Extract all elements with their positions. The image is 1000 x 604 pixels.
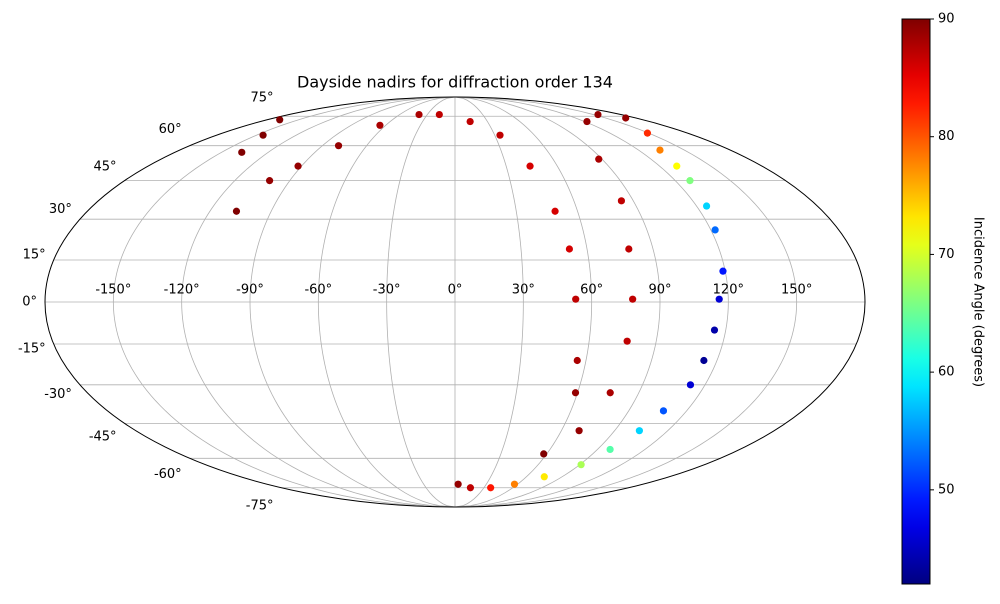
- data-point: [496, 131, 504, 139]
- y-tick-label: 75°: [250, 90, 273, 105]
- data-point: [551, 207, 559, 215]
- data-point: [466, 117, 474, 126]
- data-point: [577, 461, 585, 469]
- data-point: [629, 295, 637, 303]
- x-tick-label: 30°: [512, 283, 535, 298]
- y-tick-label: 45°: [94, 160, 117, 175]
- colorbar-tick-label: 60: [938, 365, 955, 380]
- y-tick-label: -45°: [89, 429, 117, 444]
- x-tick-label: -150°: [95, 283, 131, 298]
- data-point: [686, 381, 695, 389]
- data-point: [232, 207, 241, 215]
- data-point: [594, 110, 602, 119]
- data-point: [238, 148, 246, 156]
- x-tick-label: 0°: [448, 283, 463, 298]
- data-point: [700, 356, 708, 365]
- x-tick-label: 60°: [580, 283, 603, 298]
- x-tick-label: -30°: [373, 283, 401, 298]
- data-point: [643, 129, 652, 137]
- x-tick-label: -120°: [164, 283, 200, 298]
- colorbar-tick-label: 80: [938, 129, 955, 144]
- data-point: [334, 142, 343, 150]
- colorbar-label: Incidence Angle (degrees): [971, 217, 986, 387]
- x-tick-label: 150°: [781, 283, 812, 298]
- x-tick-label: -90°: [236, 283, 264, 298]
- data-point: [294, 162, 302, 170]
- data-point: [715, 295, 723, 303]
- colorbar-tick-label: 90: [938, 12, 955, 27]
- data-point: [583, 117, 591, 126]
- data-point: [540, 473, 548, 481]
- colorbar: [901, 18, 931, 585]
- x-tick-label: 120°: [713, 283, 744, 298]
- data-point: [686, 177, 694, 185]
- data-point: [526, 162, 534, 170]
- data-point: [540, 450, 548, 458]
- y-tick-label: -60°: [154, 467, 182, 482]
- data-point: [415, 110, 423, 119]
- data-point: [710, 326, 719, 334]
- data-point: [617, 197, 626, 205]
- data-point: [606, 389, 614, 397]
- x-tick-label: 90°: [648, 283, 671, 298]
- data-point: [623, 337, 631, 345]
- map-border: [44, 96, 866, 508]
- colorbar-tick-label: 70: [938, 247, 955, 262]
- data-point: [606, 445, 614, 454]
- data-point: [435, 110, 443, 119]
- data-point: [510, 480, 519, 488]
- data-point: [622, 114, 630, 122]
- y-tick-label: 15°: [23, 248, 46, 263]
- data-point: [454, 480, 462, 488]
- chart-title: Dayside nadirs for diffraction order 134: [297, 73, 613, 92]
- data-point: [276, 116, 284, 124]
- data-point: [625, 245, 633, 253]
- data-point: [711, 226, 719, 234]
- y-tick-label: -75°: [246, 499, 274, 514]
- data-point: [673, 162, 681, 170]
- data-point: [466, 484, 475, 492]
- data-point: [376, 121, 384, 129]
- data-point: [635, 427, 643, 435]
- y-tick-label: 0°: [22, 295, 37, 310]
- data-point: [659, 407, 668, 415]
- data-point: [259, 131, 267, 139]
- data-point: [265, 177, 274, 185]
- data-point: [595, 155, 603, 163]
- data-point: [565, 245, 574, 253]
- data-point: [719, 267, 727, 275]
- colorbar-tick-label: 50: [938, 482, 955, 497]
- data-point: [656, 146, 664, 154]
- y-tick-label: 30°: [49, 202, 72, 217]
- data-point: [573, 356, 581, 365]
- y-tick-label: -30°: [44, 387, 72, 402]
- data-point: [575, 427, 583, 435]
- data-point: [571, 389, 580, 397]
- y-tick-label: -15°: [18, 341, 46, 356]
- x-tick-label: -60°: [304, 283, 332, 298]
- data-point: [702, 202, 711, 210]
- data-point: [487, 484, 495, 492]
- data-point: [572, 295, 580, 303]
- y-tick-label: 60°: [159, 122, 182, 137]
